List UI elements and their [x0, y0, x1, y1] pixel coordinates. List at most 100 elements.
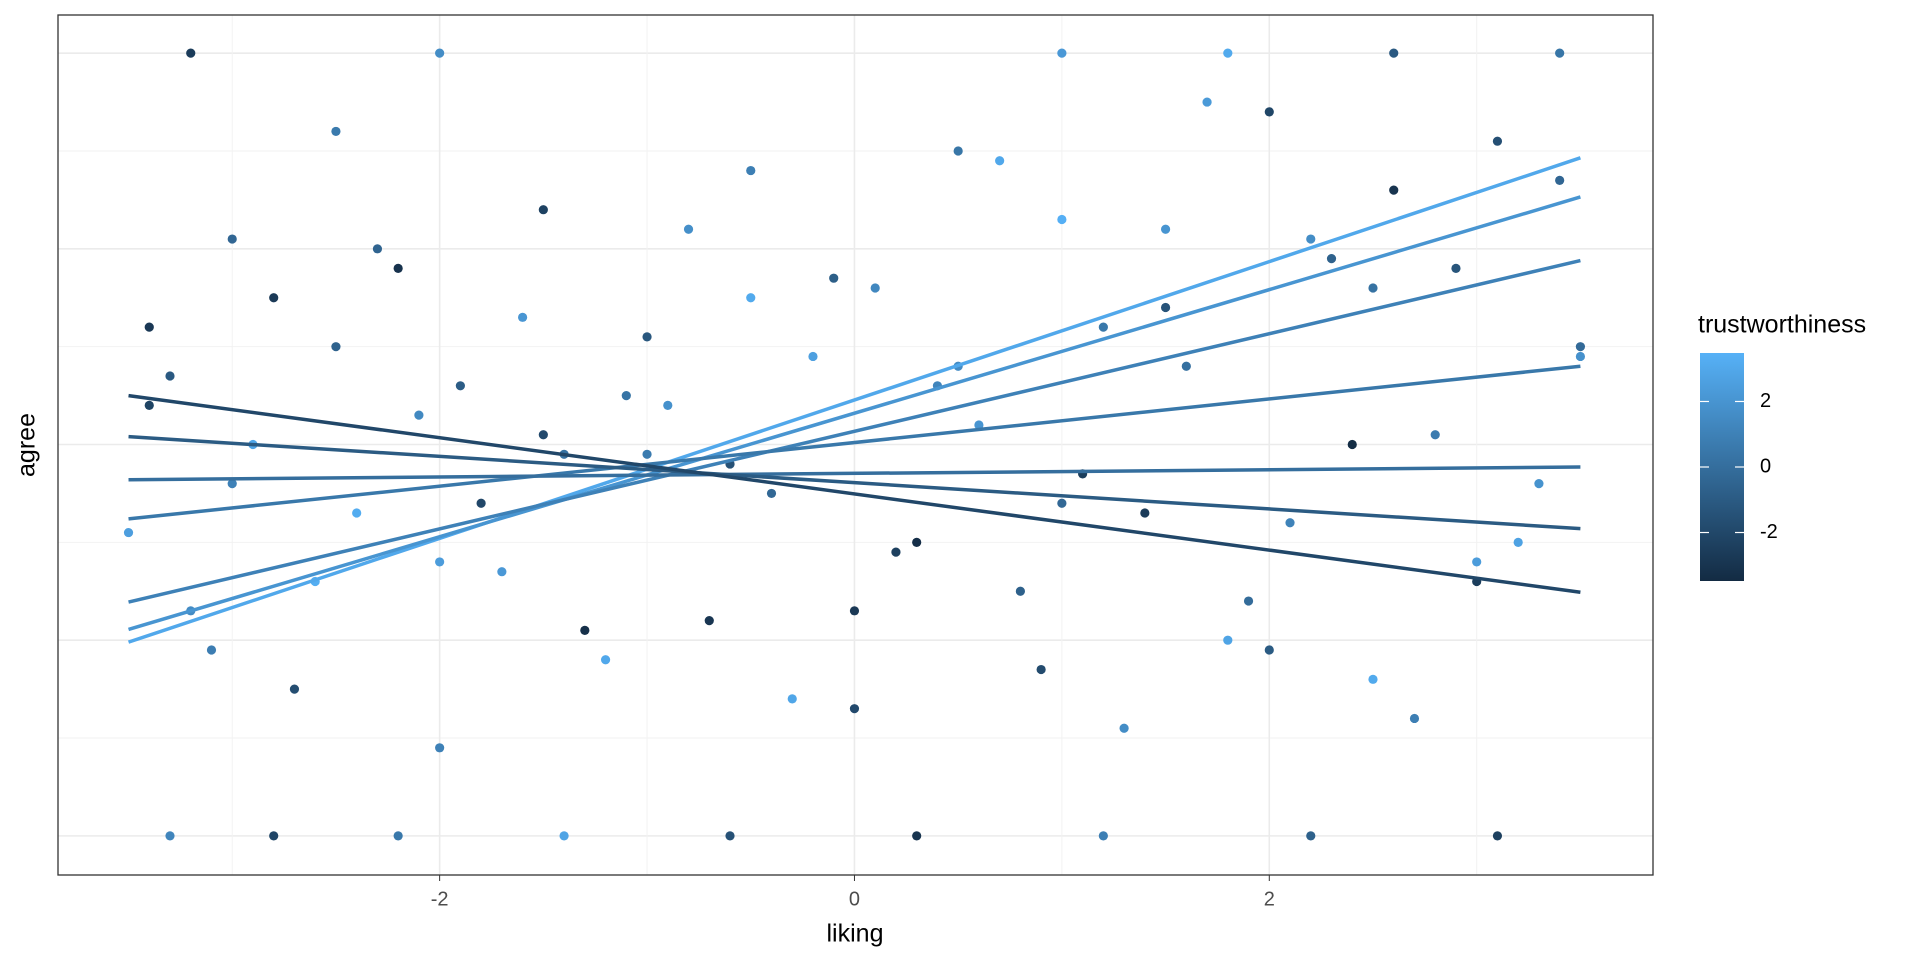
x-tick-label: 0	[849, 888, 860, 910]
point	[600, 655, 611, 665]
point	[289, 684, 300, 694]
point	[269, 831, 279, 841]
point	[1409, 713, 1420, 724]
point	[1015, 586, 1025, 596]
point	[393, 831, 403, 841]
point	[808, 351, 818, 362]
point	[435, 48, 445, 58]
fit-line	[127, 156, 1581, 644]
point	[1036, 664, 1046, 675]
point	[538, 205, 548, 215]
point	[1285, 518, 1295, 528]
point	[1389, 48, 1399, 58]
point	[559, 831, 569, 841]
panel-border	[57, 14, 1654, 876]
point	[331, 126, 341, 137]
point	[1306, 234, 1316, 244]
x-tick-label: -2	[431, 888, 449, 910]
point	[372, 244, 383, 254]
point	[642, 449, 652, 459]
point	[123, 527, 134, 538]
point	[1140, 508, 1150, 518]
point	[1430, 430, 1440, 440]
point	[580, 625, 590, 636]
point	[165, 371, 175, 381]
point	[663, 400, 673, 410]
point	[1057, 214, 1067, 225]
point	[393, 263, 403, 274]
point	[1513, 537, 1523, 547]
point	[746, 165, 756, 176]
point	[849, 606, 860, 616]
point	[1368, 283, 1378, 293]
point	[1098, 831, 1108, 841]
point	[642, 332, 652, 342]
point	[746, 293, 756, 303]
point	[1555, 48, 1565, 58]
point	[912, 831, 922, 841]
point	[1057, 48, 1067, 58]
point	[974, 420, 984, 430]
point	[497, 567, 507, 577]
point	[1160, 224, 1171, 234]
point	[144, 322, 154, 332]
point	[1389, 185, 1399, 195]
point	[144, 400, 154, 410]
point	[725, 831, 735, 841]
point	[621, 390, 631, 401]
legend-tick-label: -2	[1760, 521, 1778, 543]
point	[870, 283, 880, 293]
y-axis-title: agree	[13, 413, 41, 477]
point	[1368, 674, 1378, 684]
point	[1326, 254, 1337, 264]
point	[165, 831, 175, 841]
point	[269, 293, 279, 303]
point	[1492, 136, 1503, 146]
point	[435, 743, 445, 753]
point	[1575, 351, 1586, 362]
point	[1160, 302, 1171, 313]
fit-line	[128, 434, 1581, 531]
point	[912, 537, 922, 547]
point	[1202, 97, 1212, 107]
point	[683, 224, 694, 234]
point	[1264, 107, 1274, 117]
point	[352, 508, 362, 518]
point	[1492, 831, 1503, 841]
point	[227, 479, 237, 489]
point	[1223, 48, 1233, 58]
point	[1264, 645, 1274, 655]
fit-line	[128, 465, 1581, 482]
fit-line	[128, 258, 1581, 604]
point	[1243, 596, 1254, 606]
point	[1119, 723, 1129, 733]
point	[455, 381, 465, 391]
point	[1181, 361, 1191, 371]
point	[435, 557, 445, 567]
point	[849, 704, 860, 714]
point	[1472, 557, 1482, 567]
point	[704, 616, 714, 626]
point	[787, 694, 797, 704]
legend-title: trustworthiness	[1698, 311, 1866, 339]
legend-tick-label: 2	[1760, 390, 1771, 412]
x-axis-title: liking	[827, 920, 884, 948]
legend-tick-label: 0	[1760, 455, 1771, 477]
point	[829, 273, 839, 283]
point	[476, 498, 486, 508]
point	[1057, 498, 1067, 508]
point	[414, 410, 424, 420]
point	[227, 234, 237, 244]
point	[331, 342, 341, 352]
point	[1575, 342, 1586, 352]
point	[891, 547, 901, 557]
point	[1306, 831, 1316, 841]
point	[1347, 439, 1357, 450]
fit-line	[128, 195, 1581, 632]
fit-line	[128, 393, 1581, 594]
point	[1098, 322, 1108, 332]
point	[1223, 635, 1233, 645]
x-tick-label: 2	[1264, 888, 1275, 910]
fit-line	[128, 364, 1581, 521]
